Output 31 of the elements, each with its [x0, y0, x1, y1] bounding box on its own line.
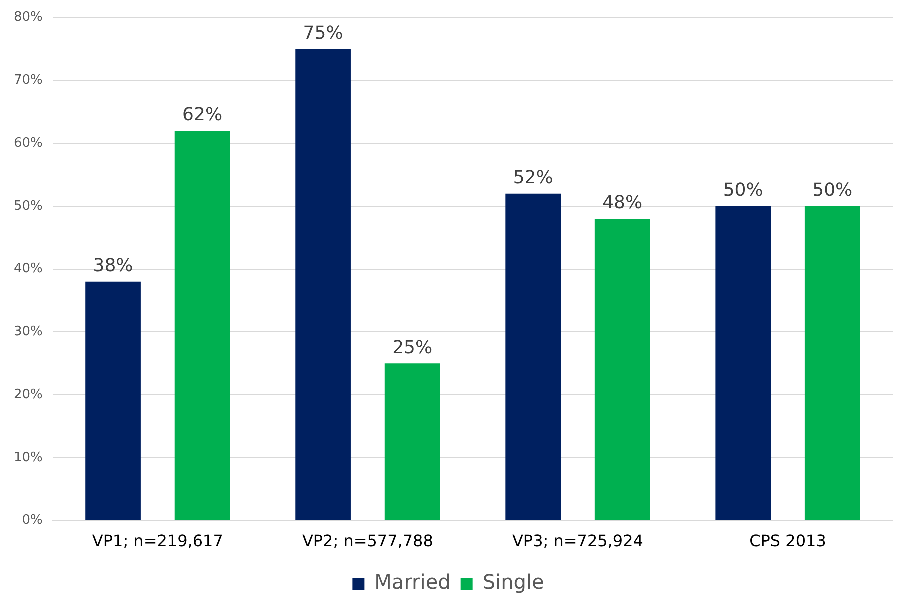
legend-label: Single: [482, 570, 544, 594]
bar: [174, 130, 230, 520]
data-label: 50%: [812, 180, 853, 202]
y-tick-label: 80%: [14, 10, 43, 26]
bar: [594, 219, 650, 520]
y-tick-label: 10%: [14, 450, 43, 466]
x-tick-label: CPS 2013: [750, 532, 826, 551]
data-label: 62%: [182, 104, 223, 126]
bar: [506, 194, 561, 520]
data-label: 25%: [392, 337, 433, 358]
data-label: 75%: [303, 22, 344, 44]
data-label: 52%: [513, 168, 554, 189]
bar: [716, 206, 772, 520]
bar: [86, 282, 141, 520]
x-tick-label: VP2; n=577,788: [302, 532, 434, 551]
bar: [296, 49, 351, 520]
y-tick-label: 20%: [14, 387, 43, 402]
bar: [804, 206, 860, 520]
y-tick-label: 50%: [14, 198, 43, 214]
legend-label: Married: [374, 570, 451, 594]
data-label: 48%: [602, 192, 643, 214]
y-tick-label: 60%: [14, 136, 43, 151]
y-tick-label: 0%: [22, 513, 43, 528]
y-tick-label: 70%: [14, 73, 43, 88]
y-tick-label: 40%: [14, 262, 43, 277]
x-tick-label: VP3; n=725,924: [512, 532, 644, 551]
y-tick-label: 30%: [14, 324, 43, 340]
data-label: 38%: [93, 256, 134, 277]
data-label: 50%: [723, 180, 764, 202]
x-tick-label: VP1; n=219,617: [92, 532, 224, 551]
bar: [384, 364, 440, 520]
